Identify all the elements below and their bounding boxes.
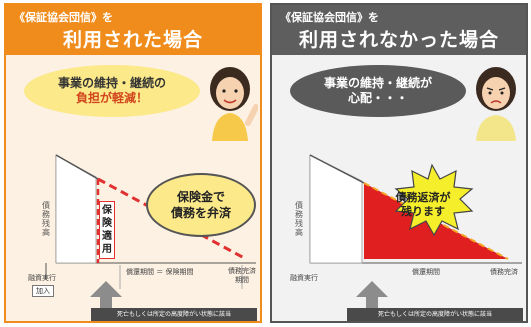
happy-woman-icon (210, 67, 258, 141)
right-banner-title: 利用されなかった場合 (298, 29, 499, 51)
left-panel-with-insurance: 《保証協会団信》を 利用された場合 事業の維持・継続の 負担が軽減！ 債務残高 … (4, 3, 262, 323)
callout-line2: 債務を弁済 (170, 206, 231, 220)
left-y-axis-label: 債務残高 (42, 201, 50, 237)
burst-line1: 債務返済が (395, 191, 451, 204)
right-debt-chart (309, 154, 522, 309)
left-bubble-line1: 事業の維持・継続の (57, 76, 166, 90)
right-loan-start-label: 融資実行 (290, 274, 318, 282)
right-bubble-line1: 事業の維持・継続が (323, 76, 432, 90)
join-tag: 加入 (32, 285, 54, 297)
right-y-axis-label: 債務残高 (295, 201, 303, 237)
right-banner: 《保証協会団信》を 利用されなかった場合 (272, 5, 526, 55)
left-speech-bubble: 事業の維持・継続の 負担が軽減！ (24, 65, 200, 117)
right-end-label: 債務完済 (490, 268, 518, 276)
left-end-label: 債務完済 期間 (228, 267, 256, 285)
insurance-applied-marker: 保険適用 (99, 201, 115, 259)
left-banner-subtitle: 《保証協会団信》を (14, 11, 113, 24)
callout-line1: 保険金で (176, 190, 225, 204)
insurance-payout-callout: 保険金で 債務を弁済 (146, 173, 256, 237)
right-period-label: 償還期間 (412, 268, 440, 276)
right-condition-note: 死亡もしくは所定の高度障がい状態に該当 (347, 308, 523, 321)
alert-burst-icon (394, 163, 474, 237)
worried-woman-icon (476, 67, 516, 141)
left-banner-title: 利用された場合 (62, 29, 203, 51)
left-banner: 《保証協会団信》を 利用された場合 (6, 5, 260, 55)
left-period-label: 償還期間 ＝ 保険期間 (126, 268, 194, 276)
right-banner-subtitle: 《保証協会団信》を (280, 11, 379, 24)
right-panel-without-insurance: 《保証協会団信》を 利用されなかった場合 事業の維持・継続が 心配・・・ 債務残… (270, 3, 528, 323)
right-bubble-line2: 心配・・・ (347, 91, 408, 105)
left-end-label-line2: 期間 (235, 276, 249, 284)
remaining-debt-burst: 債務返済が 残ります (382, 191, 464, 219)
left-end-label-line1: 債務完済 (228, 267, 256, 275)
burst-line2: 残ります (401, 205, 445, 218)
right-speech-bubble: 事業の維持・継続が 心配・・・ (290, 65, 466, 117)
left-loan-start-label: 融資実行 (28, 274, 56, 282)
left-condition-note: 死亡もしくは所定の高度障がい状態に該当 (91, 308, 257, 321)
left-bubble-line2: 負担が軽減！ (75, 91, 148, 105)
